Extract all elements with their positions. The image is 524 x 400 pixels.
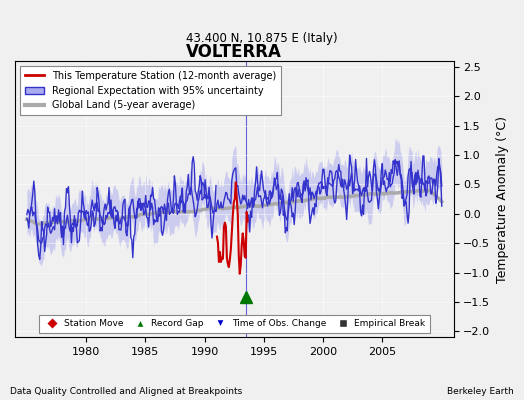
Title: VOLTERRA: VOLTERRA (187, 43, 282, 61)
Legend: Station Move, Record Gap, Time of Obs. Change, Empirical Break: Station Move, Record Gap, Time of Obs. C… (39, 315, 430, 333)
Y-axis label: Temperature Anomaly (°C): Temperature Anomaly (°C) (496, 116, 509, 283)
Text: Data Quality Controlled and Aligned at Breakpoints: Data Quality Controlled and Aligned at B… (10, 387, 243, 396)
Text: Berkeley Earth: Berkeley Earth (447, 387, 514, 396)
Text: 43.400 N, 10.875 E (Italy): 43.400 N, 10.875 E (Italy) (186, 32, 338, 45)
